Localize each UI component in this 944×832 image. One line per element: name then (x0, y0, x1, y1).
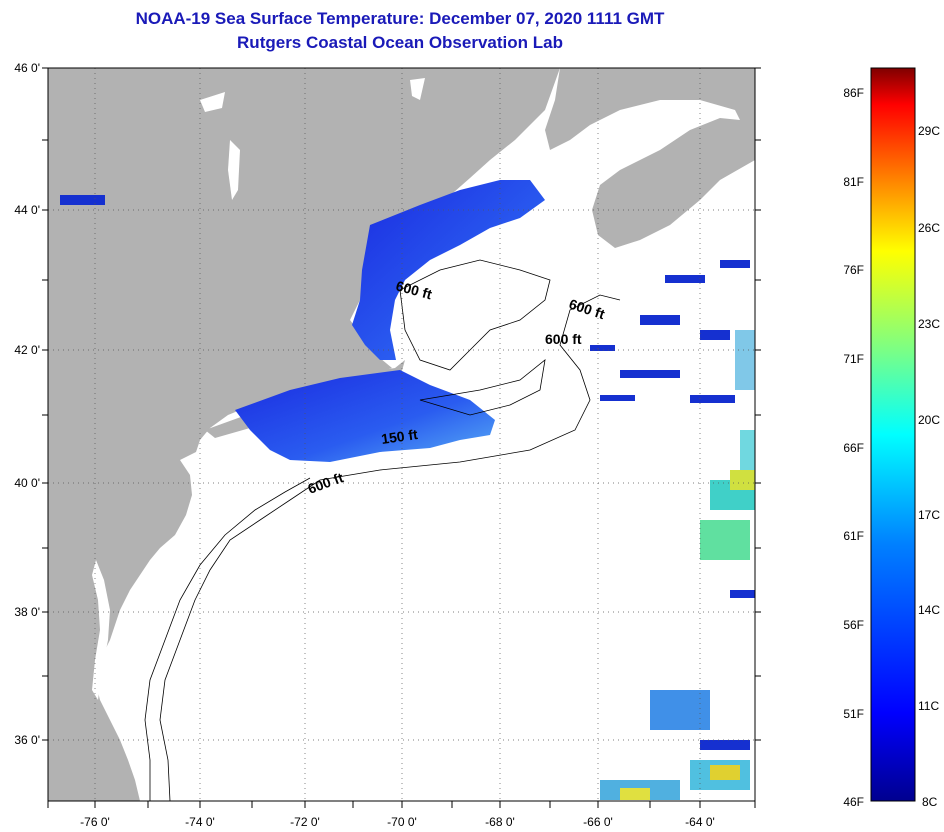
lat-label-36: 36 0' (14, 733, 40, 747)
title-line-2: Rutgers Coastal Ocean Observation Lab (237, 33, 563, 52)
cb-c-26: 26C (918, 221, 940, 235)
cb-f-46: 46F (843, 795, 864, 809)
lat-label-38: 38 0' (14, 605, 40, 619)
cb-f-86: 86F (843, 86, 864, 100)
cb-f-51: 51F (843, 707, 864, 721)
gridlines (48, 68, 755, 801)
cb-c-20: 20C (918, 413, 940, 427)
cb-f-66: 66F (843, 441, 864, 455)
lat-label-40: 40 0' (14, 476, 40, 490)
lake-1 (200, 92, 225, 112)
cb-f-76: 76F (843, 263, 864, 277)
cb-c-11: 11C (918, 699, 939, 713)
cb-f-56: 56F (843, 618, 864, 632)
cb-f-71: 71F (843, 352, 864, 366)
lon-label-72: -72 0' (290, 815, 320, 829)
lon-label-70: -70 0' (387, 815, 417, 829)
lat-label-46: 46 0' (14, 61, 40, 75)
lon-label-76: -76 0' (80, 815, 110, 829)
lat-label-42: 42 0' (14, 343, 40, 357)
sst-gulf-of-maine (352, 180, 545, 360)
lake-3 (410, 78, 425, 100)
lon-label-74: -74 0' (185, 815, 215, 829)
land-us-east-coast (48, 68, 560, 801)
lon-label-66: -66 0' (583, 815, 613, 829)
land-nova-scotia (545, 68, 755, 248)
cb-c-14: 14C (918, 603, 940, 617)
bathymetry-contours (144, 259, 621, 801)
cb-c-17: 17C (918, 508, 940, 522)
lake-2 (228, 140, 240, 200)
lon-label-68: -68 0' (485, 815, 515, 829)
cb-f-61: 61F (843, 529, 864, 543)
contour-label-3: 600 ft (545, 331, 582, 347)
tick-marks (42, 67, 761, 808)
lat-label-44: 44 0' (14, 203, 40, 217)
contour-label-4: 150 ft (380, 426, 419, 447)
sst-warm-patches (600, 330, 755, 800)
cb-c-23: 23C (918, 317, 940, 331)
cb-c-8: 8C (922, 795, 938, 809)
title-line-1: NOAA-19 Sea Surface Temperature: Decembe… (135, 9, 665, 28)
colorbar (870, 67, 916, 802)
chesapeake-bay (92, 560, 110, 700)
cb-c-29: 29C (918, 124, 940, 138)
sst-southern-new-england (235, 370, 495, 462)
cb-f-81: 81F (843, 175, 864, 189)
lon-label-64: -64 0' (685, 815, 715, 829)
